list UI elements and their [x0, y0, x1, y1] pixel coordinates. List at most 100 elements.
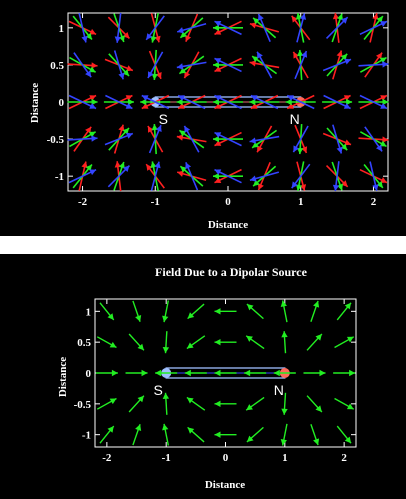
x-tick-label: 2 [341, 452, 347, 464]
field-arrow-blue [359, 94, 388, 110]
field-arrow-blue [214, 20, 242, 36]
field-arrow-field [333, 369, 356, 377]
field-vector [213, 168, 243, 184]
field-vector [325, 161, 349, 192]
field-arrow-blue [68, 168, 97, 184]
field-vector [186, 335, 206, 350]
top-x-axis-label: Distance [208, 219, 248, 231]
field-vector [322, 94, 353, 110]
top-y-axis-label-group: Distance [29, 83, 41, 123]
field-arrow-field [99, 425, 115, 444]
x-tick-label: 1 [298, 196, 304, 208]
field-vector [213, 20, 243, 36]
field-vector [187, 426, 205, 443]
field-arrow-field [214, 369, 237, 377]
field-vector [281, 331, 288, 354]
field-vector [162, 392, 170, 415]
field-vector [333, 369, 356, 377]
field-arrow-blue [176, 23, 207, 34]
x-tick-label: 0 [223, 452, 229, 464]
field-vector [176, 94, 207, 110]
field-arrow-blue [141, 94, 170, 110]
field-vector [68, 13, 97, 43]
y-tick-label: -1 [82, 430, 91, 442]
field-vector [67, 126, 98, 152]
field-vector [176, 125, 207, 153]
field-arrow-blue [214, 131, 242, 147]
x-tick-label: 1 [282, 452, 288, 464]
field-vector [249, 162, 280, 191]
field-arrow-field [281, 331, 288, 354]
field-vector [162, 331, 170, 354]
bottom-vector-field-chart: Field Due to a Dipolar Source Distance D… [57, 265, 357, 491]
field-vector [155, 369, 178, 377]
field-arrow-field [162, 423, 170, 446]
field-vector [67, 94, 98, 110]
south-pole-label: S [154, 382, 163, 398]
y-tick-label: 1 [86, 306, 92, 318]
field-vector [214, 338, 237, 346]
y-tick-label: -0.5 [74, 399, 92, 411]
field-vector [140, 94, 171, 110]
field-arrow-field [162, 331, 170, 354]
field-arrow-field [128, 395, 145, 413]
field-arrows [95, 300, 356, 446]
field-arrow-field [155, 369, 178, 377]
field-vector [128, 333, 145, 351]
field-arrow-field [99, 302, 115, 321]
y-tick-label: -1 [55, 171, 64, 183]
field-arrow-field [214, 431, 237, 438]
bottom-y-axis-label: Distance [57, 357, 69, 397]
top-chart-panel: Distance Distance -2 -1 0 1 2 1 0.5 0 -0.5 -1 S N [0, 0, 406, 236]
y-tick-label: 0 [59, 97, 65, 109]
field-arrows [67, 12, 389, 192]
field-vector [162, 300, 170, 323]
field-vector [214, 400, 237, 408]
field-arrow-field [336, 425, 352, 444]
field-arrow-blue [176, 61, 207, 70]
field-vector [249, 125, 280, 153]
field-vector [184, 369, 207, 377]
field-vector [132, 300, 142, 322]
south-pole-label: S [159, 111, 168, 127]
field-arrow-field [280, 423, 288, 446]
field-arrow-blue [177, 94, 206, 110]
field-arrow-blue [250, 94, 279, 110]
field-vector [249, 13, 280, 42]
field-arrow-blue [214, 57, 242, 73]
field-arrow-blue [332, 124, 343, 154]
field-vector [104, 124, 134, 154]
field-arrow-field [334, 397, 355, 410]
field-arrow-blue [292, 125, 309, 153]
field-arrow-blue [148, 124, 162, 154]
field-arrow-blue [364, 126, 383, 152]
field-vector [358, 94, 389, 110]
field-vector [245, 335, 265, 350]
field-vector [322, 124, 352, 154]
field-arrow-field [214, 308, 237, 315]
field-vector [292, 49, 309, 80]
field-arrow-field [306, 395, 323, 413]
field-vector [334, 397, 355, 410]
x-tick-label: 2 [371, 196, 377, 208]
field-arrow-blue [294, 50, 308, 80]
field-arrow-field [246, 303, 264, 320]
field-arrow-blue [150, 161, 161, 191]
field-arrow-blue [214, 94, 242, 110]
top-y-axis-label: Distance [29, 83, 41, 123]
field-arrow-field [310, 300, 320, 322]
x-tick-label: 0 [225, 196, 231, 208]
field-vector [176, 162, 207, 191]
field-vector [306, 333, 323, 351]
field-arrow-blue [145, 15, 165, 41]
field-arrow-field [306, 333, 323, 351]
field-arrow-blue [78, 13, 88, 43]
field-vector [187, 303, 205, 320]
field-arrow-field [96, 336, 117, 349]
field-arrow-field [245, 396, 265, 411]
field-arrow-blue [322, 58, 352, 72]
x-tick-label: -1 [162, 452, 171, 464]
field-arrow-blue [359, 20, 388, 36]
field-arrow-blue [113, 50, 125, 80]
field-arrow-blue [183, 125, 200, 153]
